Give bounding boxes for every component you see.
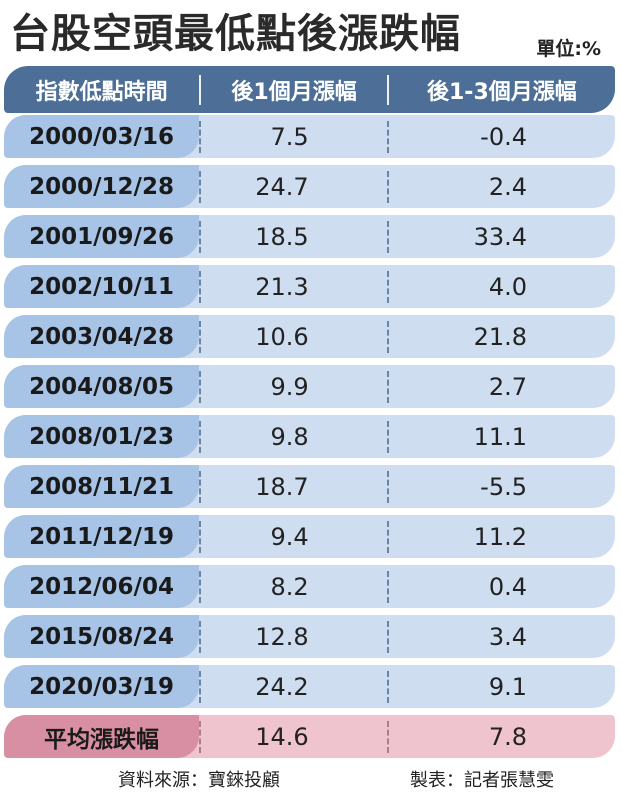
source-note: 資料來源：寶錸投顧 xyxy=(118,770,280,791)
table-row: 2008/11/21 18.7 -5.5 xyxy=(4,465,615,508)
table-row: 2000/12/28 24.7 2.4 xyxy=(4,165,615,208)
row-divider xyxy=(199,520,202,553)
table-row: 2015/08/24 12.8 3.4 xyxy=(4,615,615,658)
row-divider xyxy=(386,720,389,753)
row-1to3month-value: 9.1 xyxy=(488,672,527,701)
row-divider xyxy=(386,470,389,503)
table-row: 2020/03/19 24.2 9.1 xyxy=(4,665,615,708)
header-date: 指數低點時間 xyxy=(35,79,168,105)
row-date: 2003/04/28 xyxy=(4,315,200,358)
row-date: 2008/11/21 xyxy=(4,465,200,508)
row-divider xyxy=(386,570,389,603)
row-1month-value: 24.2 xyxy=(255,672,309,701)
row-divider xyxy=(199,420,202,453)
row-divider xyxy=(386,670,389,703)
row-1month-value: 7.5 xyxy=(270,122,309,151)
table-row: 2003/04/28 10.6 21.8 xyxy=(4,315,615,358)
row-date: 2001/09/26 xyxy=(4,215,200,258)
row-divider xyxy=(199,320,202,353)
row-date: 2004/08/05 xyxy=(4,365,200,408)
row-divider xyxy=(199,120,202,153)
row-1month-value: 9.9 xyxy=(270,372,309,401)
row-1month-value: 10.6 xyxy=(255,322,309,351)
average-1month-value: 14.6 xyxy=(255,722,309,751)
row-divider xyxy=(199,220,202,253)
row-divider xyxy=(199,270,202,303)
page-title: 台股空頭最低點後漲跌幅 xyxy=(10,11,461,57)
average-label: 平均漲跌幅 xyxy=(4,715,200,758)
row-divider xyxy=(386,220,389,253)
row-divider xyxy=(386,320,389,353)
row-1month-value: 18.7 xyxy=(255,472,309,501)
row-1to3month-value: 2.7 xyxy=(488,372,527,401)
table-row: 2012/06/04 8.2 0.4 xyxy=(4,565,615,608)
row-1month-value: 21.3 xyxy=(255,272,309,301)
row-divider xyxy=(199,370,202,403)
row-1to3month-value: 4.0 xyxy=(488,272,527,301)
table-header: 指數低點時間 後1個月漲幅 後1-3個月漲幅 xyxy=(4,66,615,113)
row-divider xyxy=(199,170,202,203)
row-1to3month-value: 0.4 xyxy=(488,572,527,601)
row-divider xyxy=(199,720,202,753)
row-1month-value: 9.4 xyxy=(270,522,309,551)
row-1to3month-value: 3.4 xyxy=(488,622,527,651)
row-date: 2008/01/23 xyxy=(4,415,200,458)
table-row: 2001/09/26 18.5 33.4 xyxy=(4,215,615,258)
row-1to3month-value: -0.4 xyxy=(480,122,527,151)
row-date: 2000/12/28 xyxy=(4,165,200,208)
unit-label: 單位:% xyxy=(536,38,601,60)
row-divider xyxy=(386,170,389,203)
row-date: 2002/10/11 xyxy=(4,265,200,308)
row-divider xyxy=(386,420,389,453)
row-1month-value: 24.7 xyxy=(255,172,309,201)
header-divider xyxy=(386,74,389,105)
average-1to3month-value: 7.8 xyxy=(488,722,527,751)
row-divider xyxy=(386,520,389,553)
row-1to3month-value: 2.4 xyxy=(488,172,527,201)
table-row: 2002/10/11 21.3 4.0 xyxy=(4,265,615,308)
row-1to3month-value: 11.1 xyxy=(473,422,527,451)
table-row: 2011/12/19 9.4 11.2 xyxy=(4,515,615,558)
row-divider xyxy=(386,370,389,403)
table-row: 2000/03/16 7.5 -0.4 xyxy=(4,115,615,158)
row-divider xyxy=(199,670,202,703)
row-1month-value: 9.8 xyxy=(270,422,309,451)
row-divider xyxy=(199,470,202,503)
maker-note: 製表：記者張慧雯 xyxy=(410,770,554,791)
row-divider xyxy=(386,620,389,653)
table-row: 2008/01/23 9.8 11.1 xyxy=(4,415,615,458)
row-date: 2000/03/16 xyxy=(4,115,200,158)
table-body: 2000/03/16 7.5 -0.4 2000/12/28 24.7 2.4 2001/0… xyxy=(4,115,615,765)
row-date: 2012/06/04 xyxy=(4,565,200,608)
row-date: 2011/12/19 xyxy=(4,515,200,558)
average-row: 平均漲跌幅 14.6 7.8 xyxy=(4,715,615,758)
row-1to3month-value: 33.4 xyxy=(473,222,527,251)
row-divider xyxy=(386,120,389,153)
header-1month: 後1個月漲幅 xyxy=(231,79,357,105)
row-date: 2020/03/19 xyxy=(4,665,200,708)
row-1month-value: 12.8 xyxy=(255,622,309,651)
row-divider xyxy=(199,620,202,653)
row-divider xyxy=(386,270,389,303)
row-1to3month-value: -5.5 xyxy=(480,472,527,501)
header-divider xyxy=(199,74,202,105)
row-divider xyxy=(199,570,202,603)
table-row: 2004/08/05 9.9 2.7 xyxy=(4,365,615,408)
row-1to3month-value: 21.8 xyxy=(473,322,527,351)
header-1to3month: 後1-3個月漲幅 xyxy=(427,79,577,105)
row-date: 2015/08/24 xyxy=(4,615,200,658)
row-1month-value: 8.2 xyxy=(270,572,309,601)
row-1month-value: 18.5 xyxy=(255,222,309,251)
row-1to3month-value: 11.2 xyxy=(473,522,527,551)
